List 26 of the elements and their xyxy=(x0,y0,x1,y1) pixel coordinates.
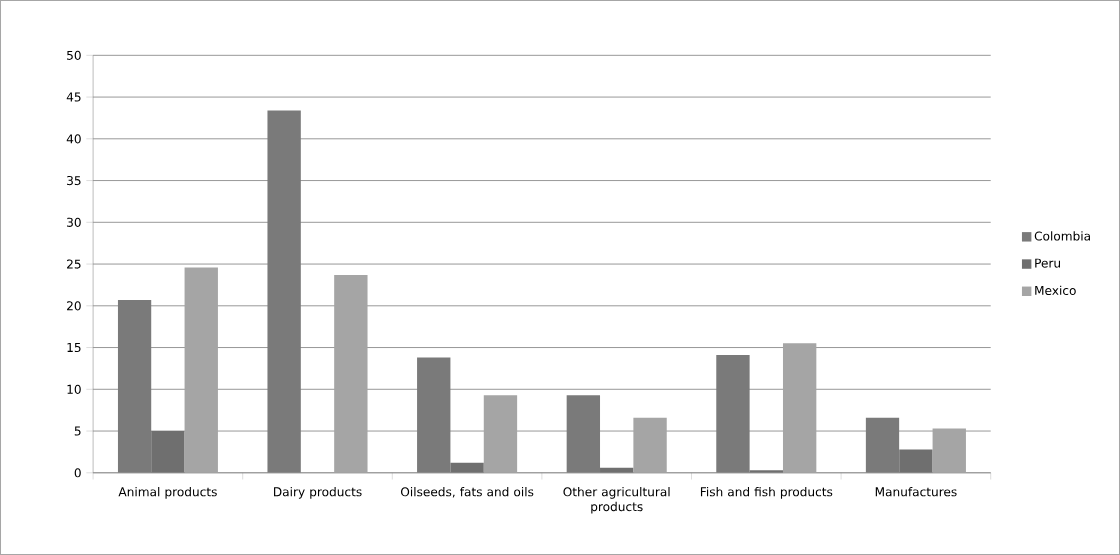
legend-label: Mexico xyxy=(1035,285,1076,296)
bar xyxy=(633,417,667,473)
y-tick-label: 15 xyxy=(67,343,81,353)
bar xyxy=(184,267,218,473)
legend-label: Peru xyxy=(1035,258,1061,268)
bar xyxy=(782,343,817,473)
x-tick-label: Oilseeds, fats and oils xyxy=(400,487,534,498)
x-tick-label: Manufactures xyxy=(875,487,957,497)
x-tick-label: Fish and fish products xyxy=(700,487,833,499)
y-tick-label: 25 xyxy=(67,259,81,269)
y-tick-label: 50 xyxy=(67,50,81,60)
y-tick-label: 20 xyxy=(67,301,81,311)
x-tick-label: Dairy products xyxy=(274,487,362,499)
bar xyxy=(483,395,518,473)
y-tick-label: 10 xyxy=(67,384,81,394)
y-tick-label: 35 xyxy=(67,176,81,186)
x-tick-label: Animal products xyxy=(118,487,217,499)
y-tick-label: 40 xyxy=(66,134,81,144)
y-tick-label: 30 xyxy=(67,217,81,227)
legend-label: Colombia xyxy=(1034,231,1090,241)
bar xyxy=(334,274,368,473)
y-tick-label: 5 xyxy=(74,426,81,436)
bar xyxy=(932,428,966,473)
y-tick-label: 45 xyxy=(66,92,81,102)
y-tick-label: 0 xyxy=(74,468,81,478)
x-tick-label: Other agricultural products xyxy=(563,487,670,514)
